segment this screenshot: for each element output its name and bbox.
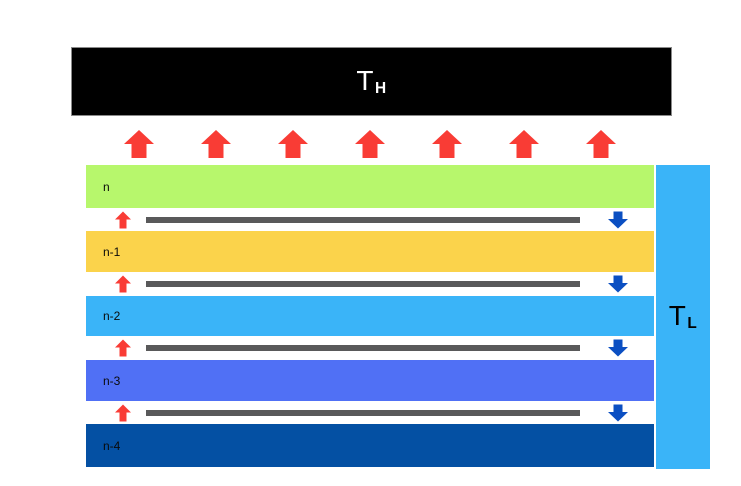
shield-layer-label: n-4 [103, 438, 121, 453]
interlayer-gap [86, 208, 654, 231]
radiation-up-arrow-icon [355, 130, 385, 158]
hot-reservoir-bar: TH [71, 47, 672, 116]
interlayer-gap [86, 336, 654, 360]
radiation-up-arrow-icon [124, 130, 154, 158]
radiation-up-arrow-icon [432, 130, 462, 158]
gap-down-arrow-icon [608, 339, 628, 357]
radiation-shield-bar [146, 216, 580, 223]
gap-down-arrow-icon [608, 275, 628, 293]
gap-up-arrow-icon [115, 339, 131, 357]
shield-layer-label: n-2 [103, 309, 121, 323]
shield-layer-label: n [103, 179, 110, 194]
shield-layer: n-4 [86, 424, 654, 467]
radiation-shield-bar [146, 345, 580, 351]
gap-up-arrow-icon [115, 404, 131, 421]
hot-temperature-subscript: H [374, 79, 387, 97]
radiation-up-arrow-icon [509, 130, 539, 158]
shield-layer-label: n-3 [103, 373, 121, 388]
radiation-up-arrow-icon [586, 130, 616, 158]
interlayer-gap [86, 401, 654, 424]
radiation-shield-bar [146, 409, 580, 416]
gap-up-arrow-icon [115, 211, 131, 228]
shield-layer: n-3 [86, 360, 654, 401]
hot-temperature-symbol: T [356, 64, 374, 96]
cold-temperature-symbol: T [668, 300, 687, 332]
gap-down-arrow-icon [608, 211, 628, 228]
cold-reservoir-bar: TL [656, 165, 710, 469]
gap-up-arrow-icon [115, 275, 131, 293]
shield-layer-label: n-1 [103, 244, 121, 259]
shield-layer: n-2 [86, 296, 654, 336]
radiation-shield-bar [146, 281, 580, 287]
radiation-up-arrow-icon [201, 130, 231, 158]
gap-down-arrow-icon [608, 404, 628, 421]
cold-temperature-subscript: L [687, 315, 698, 333]
shield-layer: n-1 [86, 231, 654, 272]
interlayer-gap [86, 272, 654, 296]
radiation-arrow-row [124, 130, 616, 158]
hot-temperature-label: TH [356, 64, 387, 97]
shield-layer: n [86, 165, 654, 208]
cold-temperature-label: TL [669, 302, 698, 332]
radiation-up-arrow-icon [278, 130, 308, 158]
